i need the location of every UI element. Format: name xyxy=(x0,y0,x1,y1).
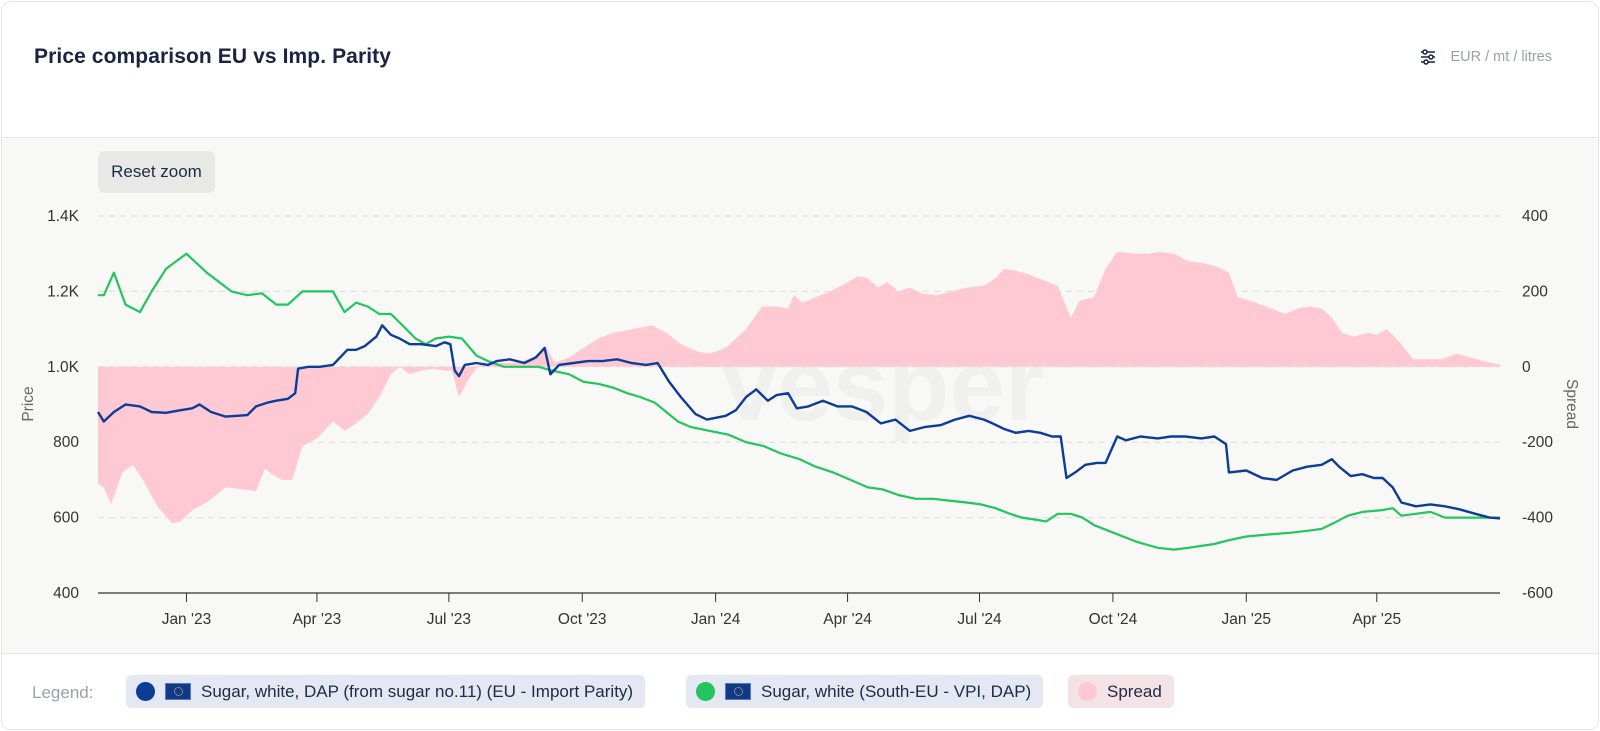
y2-tick-label: -600 xyxy=(1522,585,1553,602)
eu-flag-icon xyxy=(725,683,751,700)
y-tick-label: 1.2K xyxy=(47,283,80,300)
x-tick-label: Jan '23 xyxy=(162,611,212,628)
reset-zoom-button[interactable]: Reset zoom xyxy=(98,151,215,193)
legend-label: Legend: xyxy=(32,683,94,702)
y-tick-label: 800 xyxy=(53,434,79,451)
y2-tick-label: 0 xyxy=(1522,359,1531,376)
legend-item-label: Spread xyxy=(1107,681,1162,701)
y-tick-label: 1.0K xyxy=(47,359,80,376)
series-color-dot xyxy=(1078,682,1097,701)
y-axis-title: Price xyxy=(20,386,37,421)
units-label: EUR / mt / litres xyxy=(1450,49,1552,65)
legend-item-south-eu[interactable]: Sugar, white (South-EU - VPI, DAP) xyxy=(686,675,1044,708)
series-south-eu-line xyxy=(98,252,1500,551)
y-tick-label: 1.4K xyxy=(47,208,80,225)
x-tick-label: Apr '25 xyxy=(1352,611,1401,628)
page-title: Price comparison EU vs Imp. Parity xyxy=(34,45,392,68)
x-tick-label: Jan '25 xyxy=(1222,611,1272,628)
series-import-parity-line xyxy=(96,324,1501,520)
y-tick-label: 600 xyxy=(53,510,79,527)
y2-axis-title: Spread xyxy=(1563,379,1580,429)
x-tick-label: Oct '23 xyxy=(558,611,607,628)
x-tick-label: Oct '24 xyxy=(1089,611,1138,628)
legend-item-label: Sugar, white, DAP (from sugar no.11) (EU… xyxy=(201,681,634,701)
series-color-dot xyxy=(696,682,715,701)
legend-item-import-parity[interactable]: Sugar, white, DAP (from sugar no.11) (EU… xyxy=(126,675,646,708)
eu-flag-icon xyxy=(165,683,191,700)
series-color-dot xyxy=(136,682,155,701)
y2-tick-label: 400 xyxy=(1522,208,1548,225)
series-spread-area xyxy=(98,251,1500,524)
y-tick-label: 400 xyxy=(53,585,79,602)
legend-item-label: Sugar, white (South-EU - VPI, DAP) xyxy=(761,681,1032,701)
y2-tick-label: -200 xyxy=(1522,434,1553,451)
y2-tick-label: 200 xyxy=(1522,283,1548,300)
x-tick-label: Apr '24 xyxy=(823,611,872,628)
x-tick-label: Jul '23 xyxy=(427,611,471,628)
x-tick-label: Jan '24 xyxy=(691,611,741,628)
x-tick-label: Apr '23 xyxy=(293,611,342,628)
y2-tick-label: -400 xyxy=(1522,510,1553,527)
x-tick-label: Jul '24 xyxy=(957,611,1002,628)
sliders-icon[interactable] xyxy=(1420,49,1436,65)
legend-item-spread[interactable]: Spread xyxy=(1068,675,1174,708)
card-header: Price comparison EU vs Imp. Parity EUR /… xyxy=(2,2,1598,138)
units-selector[interactable]: EUR / mt / litres xyxy=(1420,49,1552,65)
